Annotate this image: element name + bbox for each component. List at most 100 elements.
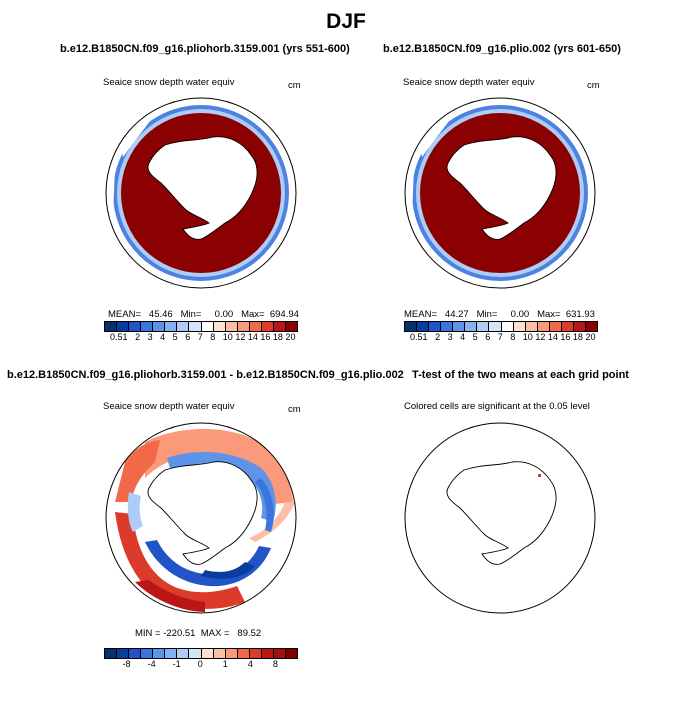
panel-2-units: cm bbox=[587, 80, 600, 91]
colorbar-abs-2-tick-label: 0.5 bbox=[410, 332, 423, 342]
colorbar-abs-1-tick-label: 18 bbox=[272, 332, 283, 342]
colorbar-abs-2-swatch bbox=[549, 322, 562, 331]
colorbar-abs-2-tick-label: 6 bbox=[485, 332, 491, 342]
colorbar-abs-1-swatch bbox=[105, 322, 118, 331]
colorbar-diff-swatch bbox=[249, 649, 262, 658]
colorbar-abs-2-tick-label: 4 bbox=[460, 332, 466, 342]
colorbar-diff-tick-label: 0 bbox=[197, 659, 203, 669]
colorbar-diff-swatch bbox=[237, 649, 250, 658]
colorbar-abs-2-swatch bbox=[477, 322, 490, 331]
colorbar-diff-tick-label bbox=[160, 659, 173, 671]
colorbar-diff-tick-label bbox=[285, 659, 298, 671]
colorbar-abs-1-swatch bbox=[129, 322, 142, 331]
colorbar-diff-swatch bbox=[141, 649, 154, 658]
colorbar-abs-1: 0.5 1 2 3 4 5 6 7 8 10 12 14 16 18 20 bbox=[104, 321, 298, 344]
colorbar-abs-1-tick-label: 10 bbox=[222, 332, 233, 342]
panel-2-variable: Seaice snow depth water equiv bbox=[403, 77, 535, 88]
colorbar-abs-2-swatch bbox=[465, 322, 478, 331]
colorbar-diff-swatch bbox=[213, 649, 226, 658]
colorbar-diff-swatch bbox=[153, 649, 166, 658]
colorbar-abs-2-swatch bbox=[513, 322, 526, 331]
colorbar-diff-tick-label: -1 bbox=[172, 659, 181, 669]
colorbar-diff-swatch bbox=[225, 649, 238, 658]
colorbar-abs-1-swatch bbox=[213, 322, 226, 331]
colorbar-diff-swatch bbox=[201, 649, 214, 658]
panel-1-title: b.e12.B1850CN.f09_g16.pliohorb.3159.001 … bbox=[60, 43, 350, 55]
colorbar-diff-swatch bbox=[189, 649, 202, 658]
colorbar-abs-2-tick-label: 10 bbox=[522, 332, 533, 342]
panel-2-title: b.e12.B1850CN.f09_g16.plio.002 (yrs 601-… bbox=[383, 43, 621, 55]
colorbar-abs-2-tick-label: 12 bbox=[535, 332, 546, 342]
colorbar-abs-2-swatch bbox=[585, 322, 597, 331]
panel-1-map bbox=[105, 97, 297, 289]
colorbar-diff-tick-label: -4 bbox=[147, 659, 156, 669]
colorbar-abs-2-tick-label: 2 bbox=[435, 332, 441, 342]
colorbar-diff-tick-label bbox=[260, 659, 273, 671]
panel-2-map bbox=[404, 97, 596, 289]
colorbar-diff-swatch bbox=[105, 649, 118, 658]
colorbar-abs-1-tick-label: 2 bbox=[135, 332, 141, 342]
colorbar-abs-2-swatch bbox=[441, 322, 454, 331]
colorbar-abs-1-swatch bbox=[189, 322, 202, 331]
colorbar-diff-tick-label bbox=[110, 659, 123, 671]
colorbar-abs-2-swatch bbox=[561, 322, 574, 331]
colorbar-abs-1-swatch bbox=[141, 322, 154, 331]
colorbar-diff-tick-label bbox=[210, 659, 223, 671]
colorbar-abs-2-tick-label: 16 bbox=[560, 332, 571, 342]
colorbar-abs-2-tick-label: 8 bbox=[510, 332, 516, 342]
panel-1-stats: MEAN= 45.46 Min= 0.00 Max= 694.94 bbox=[108, 309, 299, 320]
colorbar-abs-1-tick-label: 0.5 bbox=[110, 332, 123, 342]
colorbar-diff-swatch bbox=[273, 649, 286, 658]
colorbar-diff-swatch bbox=[117, 649, 130, 658]
colorbar-abs-1-swatch bbox=[261, 322, 274, 331]
colorbar-abs-2-tick-label: 7 bbox=[497, 332, 503, 342]
panel-4-map bbox=[404, 422, 596, 614]
colorbar-abs-1-swatch bbox=[165, 322, 178, 331]
colorbar-diff-swatch bbox=[177, 649, 190, 658]
page-title: DJF bbox=[326, 10, 366, 33]
colorbar-diff-swatch bbox=[285, 649, 297, 658]
colorbar-diff-tick-label: 8 bbox=[272, 659, 278, 669]
colorbar-abs-2-swatch bbox=[573, 322, 586, 331]
colorbar-abs-1-tick-label: 14 bbox=[247, 332, 258, 342]
panel-3-variable: Seaice snow depth water equiv bbox=[103, 401, 235, 412]
colorbar-diff-tick-label: -8 bbox=[122, 659, 131, 669]
colorbar-abs-2-tick-label: 1 bbox=[422, 332, 428, 342]
colorbar-abs-2-swatch bbox=[501, 322, 514, 331]
colorbar-abs-1-swatch bbox=[273, 322, 286, 331]
colorbar-abs-2-swatch bbox=[417, 322, 430, 331]
colorbar-abs-1-swatch bbox=[177, 322, 190, 331]
colorbar-abs-2-swatch bbox=[453, 322, 466, 331]
panel-1-units: cm bbox=[288, 80, 301, 91]
colorbar-diff: -8 -4 -1 0 1 4 8 bbox=[104, 648, 298, 671]
colorbar-abs-1-tick-label: 12 bbox=[235, 332, 246, 342]
panel-3-title: b.e12.B1850CN.f09_g16.pliohorb.3159.001 … bbox=[7, 369, 404, 381]
colorbar-abs-1-swatch bbox=[201, 322, 214, 331]
colorbar-abs-1-tick-label: 3 bbox=[147, 332, 153, 342]
colorbar-abs-2-tick-label: 20 bbox=[585, 332, 596, 342]
colorbar-diff-tick-label bbox=[235, 659, 248, 671]
colorbar-abs-2-swatch bbox=[525, 322, 538, 331]
panel-3-map bbox=[105, 422, 297, 614]
colorbar-abs-1-tick-label: 5 bbox=[172, 332, 178, 342]
colorbar-abs-1-swatch bbox=[117, 322, 130, 331]
colorbar-abs-2-swatch bbox=[537, 322, 550, 331]
colorbar-abs-2-swatch bbox=[405, 322, 418, 331]
colorbar-diff-swatch bbox=[261, 649, 274, 658]
colorbar-abs-1-swatch bbox=[237, 322, 250, 331]
colorbar-abs-1-swatch bbox=[153, 322, 166, 331]
colorbar-abs-1-swatch bbox=[285, 322, 297, 331]
panel-2-stats: MEAN= 44.27 Min= 0.00 Max= 631.93 bbox=[404, 309, 595, 320]
colorbar-abs-2-swatch bbox=[429, 322, 442, 331]
panel-1-variable: Seaice snow depth water equiv bbox=[103, 77, 235, 88]
colorbar-diff-tick-label bbox=[185, 659, 198, 671]
colorbar-abs-1-tick-label: 4 bbox=[160, 332, 166, 342]
panel-4-title: T-test of the two means at each grid poi… bbox=[412, 369, 629, 381]
colorbar-abs-1-tick-label: 6 bbox=[185, 332, 191, 342]
colorbar-abs-1-tick-label: 16 bbox=[260, 332, 271, 342]
colorbar-diff-swatch bbox=[129, 649, 142, 658]
colorbar-abs-1-tick-label: 20 bbox=[285, 332, 296, 342]
colorbar-abs-1-tick-label: 7 bbox=[197, 332, 203, 342]
colorbar-diff-swatch bbox=[165, 649, 178, 658]
colorbar-diff-tick-label: 4 bbox=[247, 659, 253, 669]
